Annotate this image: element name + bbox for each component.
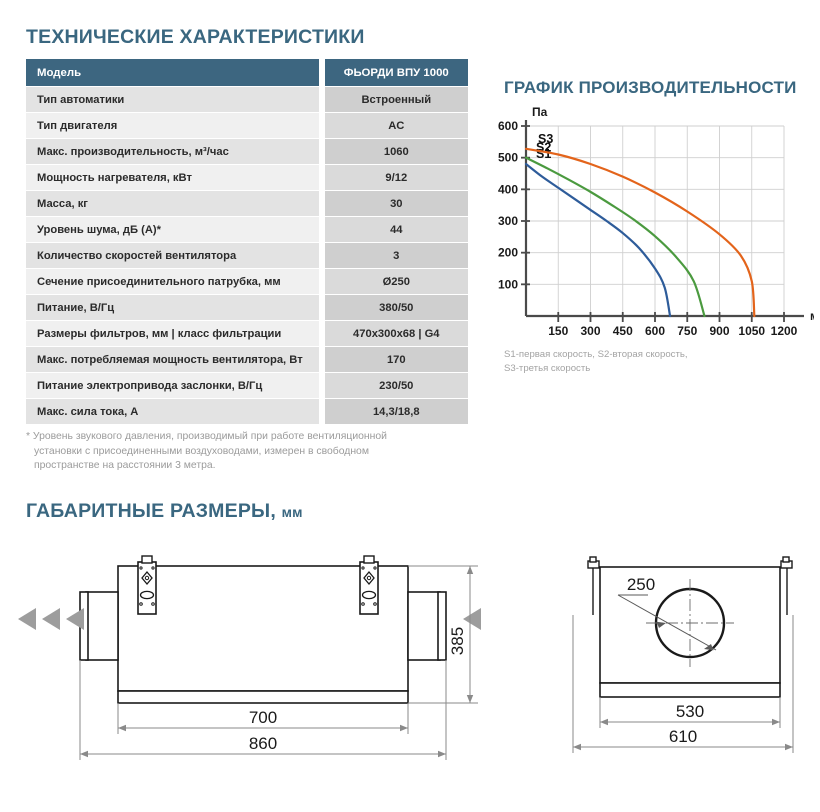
dim-width-outer-label: 860	[249, 734, 277, 753]
x-tick-label: 1200	[771, 324, 798, 338]
table-cell-value: 380/50	[318, 295, 468, 320]
dim-width-inner-label: 700	[249, 708, 277, 727]
table-header-param: Модель	[26, 59, 319, 86]
dims-title-text: ГАБАРИТНЫЕ РАЗМЕРЫ,	[26, 500, 276, 522]
front-view-drawing: 250 530 610	[545, 545, 813, 780]
dim-width-inner-label: 530	[676, 702, 704, 721]
footnote-line-1: * Уровень звукового давления, производим…	[26, 431, 387, 442]
dimension-width-610	[572, 615, 794, 753]
table-row: Количество скоростей вентилятора 3	[26, 243, 468, 268]
table-cell-value: AC	[318, 113, 468, 138]
chart-canvas: 100 200 300 400 500 600 150 300 450 600 750 900 1050…	[498, 105, 814, 338]
table-row: Тип автоматики Встроенный	[26, 87, 468, 112]
table-row: Макс. потребляемая мощность вентилятора,…	[26, 347, 468, 372]
table-cell-value: 44	[318, 217, 468, 242]
diameter-leader	[617, 594, 717, 651]
dims-title-unit: мм	[281, 504, 303, 520]
footnote-line-2: установки с присоединенными воздуховодам…	[34, 445, 369, 457]
table-cell-param: Макс. сила тока, А	[26, 399, 319, 424]
table-row: Уровень шума, дБ (А)* 44	[26, 217, 468, 242]
table-cell-value: Ø250	[318, 269, 468, 294]
table-row: Размеры фильтров, мм | класс фильтрации 4…	[26, 321, 468, 346]
table-cell-param: Размеры фильтров, мм | класс фильтрации	[26, 321, 319, 346]
dim-width-outer-label: 610	[669, 727, 697, 746]
table-row: Сечение присоединительного патрубка, мм Ø…	[26, 269, 468, 294]
dim-height-label: 385	[448, 627, 467, 655]
table-cell-param: Питание электропривода заслонки, В/Гц	[26, 373, 319, 398]
table-header-value: ФЬОРДИ ВПУ 1000	[318, 59, 468, 86]
top-fitting-left	[137, 555, 157, 615]
table-header-row: Модель ФЬОРДИ ВПУ 1000	[26, 59, 468, 86]
chart-title-text: ГРАФИК ПРОИЗВОДИТЕЛЬНОСТИ	[504, 78, 797, 97]
chart-caption-line-2: S3-третья скорость	[504, 362, 591, 374]
y-tick-label: 600	[498, 119, 518, 133]
table-cell-param: Макс. потребляемая мощность вентилятора,…	[26, 347, 319, 372]
table-cell-param: Питание, В/Гц	[26, 295, 319, 320]
x-tick-label: 900	[709, 324, 729, 338]
dimension-width-860	[79, 660, 447, 760]
top-fitting-right	[359, 555, 379, 615]
airflow-arrow-outlet	[463, 608, 481, 630]
y-tick-label: 400	[498, 182, 518, 196]
page-title-specs: ТЕХНИЧЕСКИЕ ХАРАКТЕРИСТИКИ	[26, 26, 365, 49]
dimension-width-700	[117, 703, 409, 734]
y-tick-label: 500	[498, 151, 518, 165]
table-cell-value: 230/50	[318, 373, 468, 398]
table-cell-param: Количество скоростей вентилятора	[26, 243, 319, 268]
x-tick-label: 150	[548, 324, 568, 338]
table-row: Мощность нагревателя, кВт 9/12	[26, 165, 468, 190]
dim-diameter-label: 250	[627, 575, 655, 594]
table-cell-param: Мощность нагревателя, кВт	[26, 165, 319, 190]
dimension-width-530	[599, 697, 781, 728]
table-cell-value: 30	[318, 191, 468, 216]
footnote: * Уровень звукового давления, производим…	[26, 430, 446, 474]
table-cell-value: 3	[318, 243, 468, 268]
table-cell-value: 170	[318, 347, 468, 372]
table-cell-param: Масса, кг	[26, 191, 319, 216]
x-tick-label: 450	[613, 324, 633, 338]
x-tick-label: 750	[677, 324, 697, 338]
table-cell-value: Встроенный	[318, 87, 468, 112]
y-axis-label: Па	[532, 105, 548, 119]
footnote-line-3: пространстве на расстоянии 3 метра.	[34, 460, 216, 471]
table-cell-value: 1060	[318, 139, 468, 164]
table-cell-param: Уровень шума, дБ (А)*	[26, 217, 319, 242]
table-row: Питание электропривода заслонки, В/Гц 230…	[26, 373, 468, 398]
specifications-table: Модель ФЬОРДИ ВПУ 1000 Тип автоматики Встро…	[26, 58, 468, 425]
x-tick-label: 300	[580, 324, 600, 338]
table-row: Питание, В/Гц 380/50	[26, 295, 468, 320]
series-curve-s1	[524, 162, 672, 318]
table-cell-param: Тип двигателя	[26, 113, 319, 138]
table-row: Тип двигателя AC	[26, 113, 468, 138]
table-cell-value: 14,3/18,8	[318, 399, 468, 424]
x-axis-label: м3/ч	[810, 308, 814, 323]
page-title-dimensions: ГАБАРИТНЫЕ РАЗМЕРЫ, мм	[26, 500, 303, 523]
chart-title: ГРАФИК ПРОИЗВОДИТЕЛЬНОСТИ	[504, 78, 797, 98]
specs-title-text: ТЕХНИЧЕСКИЕ ХАРАКТЕРИСТИКИ	[26, 26, 365, 48]
airflow-arrows-inlet	[18, 608, 84, 630]
table-cell-value: 470x300x68 | G4	[318, 321, 468, 346]
performance-chart: 100 200 300 400 500 600 150 300 450 600 750 900 1050…	[484, 104, 814, 354]
y-tick-label: 200	[498, 246, 518, 260]
table-row: Масса, кг 30	[26, 191, 468, 216]
series-curve-s2	[524, 156, 706, 318]
side-view-drawing: 385 700 860	[8, 548, 508, 783]
table-cell-param: Макс. производительность, м³/час	[26, 139, 319, 164]
table-row: Макс. производительность, м³/час 1060	[26, 139, 468, 164]
chart-caption-line-1: S1-первая скорость, S2-вторая скорость,	[504, 349, 688, 360]
chart-caption: S1-первая скорость, S2-вторая скорость, …	[504, 348, 688, 375]
series-curve-s3	[524, 147, 756, 318]
table-cell-param: Сечение присоединительного патрубка, мм	[26, 269, 319, 294]
table-cell-param: Тип автоматики	[26, 87, 319, 112]
table-cell-value: 9/12	[318, 165, 468, 190]
x-tick-label: 1050	[738, 324, 765, 338]
table-row: Макс. сила тока, А 14,3/18,8	[26, 399, 468, 424]
y-tick-label: 300	[498, 214, 518, 228]
y-tick-label: 100	[498, 277, 518, 291]
series-label-s3: S3	[538, 132, 553, 146]
dimension-height-385	[408, 565, 478, 704]
x-tick-label: 600	[645, 324, 665, 338]
